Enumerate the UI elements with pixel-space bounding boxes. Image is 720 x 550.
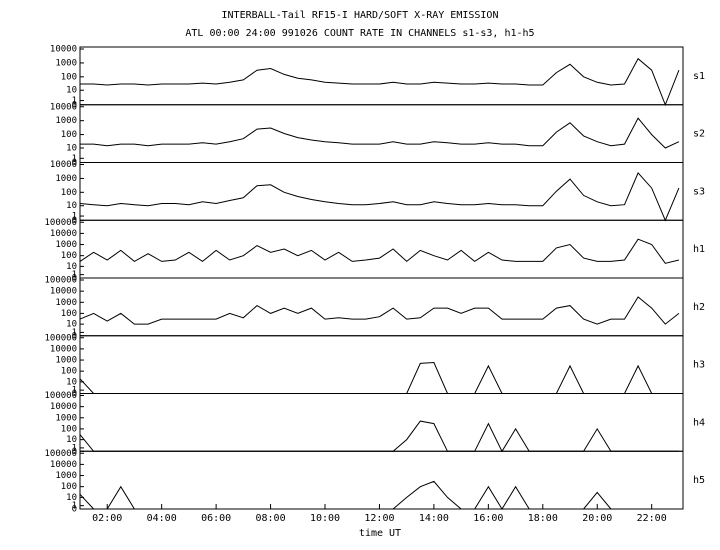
y-tick-label: 10000 — [50, 45, 77, 55]
y-tick-label: 100 — [61, 309, 77, 319]
y-tick-label: 100000 — [44, 276, 77, 286]
y-tick-label: 1000 — [55, 58, 77, 68]
panel-frame — [79, 219, 684, 279]
x-tick-label: 20:00 — [582, 513, 612, 524]
y-tick-label: 100 — [61, 482, 77, 492]
panel-name: s1 — [693, 71, 705, 82]
y-tick-label: 10 — [66, 262, 77, 272]
y-tick-label: 100000 — [44, 391, 77, 401]
x-tick-label: 18:00 — [528, 513, 558, 524]
y-tick-label: 1 — [72, 154, 77, 164]
x-tick-label: 06:00 — [201, 513, 231, 524]
x-tick-label: 16:00 — [473, 513, 503, 524]
y-tick-label: 10 — [66, 493, 77, 503]
panel-name: s2 — [693, 129, 705, 140]
panel-frame — [79, 46, 684, 106]
y-tick-label: 1 — [72, 270, 77, 280]
y-tick-label: 100 — [61, 130, 77, 140]
y-tick-label: 100 — [61, 72, 77, 82]
y-tick-label: 0 — [72, 216, 77, 226]
panel-frame — [79, 393, 684, 452]
y-tick-label: 10000 — [50, 344, 77, 354]
y-tick-label: 1000 — [55, 471, 77, 481]
panel-name: s3 — [693, 186, 705, 197]
x-tick-label: 14:00 — [419, 513, 449, 524]
y-tick-label: 10000 — [50, 287, 77, 297]
y-tick-label: 10 — [66, 201, 77, 211]
y-tick-label: 100000 — [44, 333, 77, 343]
x-tick-label: 04:00 — [147, 513, 177, 524]
panel-frame — [79, 277, 684, 337]
x-tick-label: 12:00 — [364, 513, 394, 524]
y-tick-label: 1 — [72, 501, 77, 511]
panel-frame — [79, 335, 684, 394]
y-tick-label: 0 — [72, 158, 77, 168]
x-tick-label: 08:00 — [256, 513, 286, 524]
y-tick-label: 0 — [72, 274, 77, 284]
series-line — [79, 238, 680, 264]
y-tick-label: 0 — [72, 447, 77, 457]
x-tick-label: 10:00 — [310, 513, 340, 524]
y-tick-label: 10000 — [50, 460, 77, 470]
y-tick-label: 1 — [72, 96, 77, 106]
panel-frame — [79, 104, 684, 163]
y-tick-label: 1000 — [55, 240, 77, 250]
y-tick-label: 10000 — [50, 229, 77, 239]
y-tick-label: 1000 — [55, 298, 77, 308]
y-tick-label: 10 — [66, 320, 77, 330]
y-tick-label: 100000 — [44, 449, 77, 459]
y-tick-label: 1000 — [55, 174, 77, 184]
y-tick-label: 1 — [72, 386, 77, 396]
y-tick-label: 0 — [72, 100, 77, 110]
chart-title: INTERBALL-Tail RF15-I HARD/SOFT X-RAY EM… — [222, 10, 499, 21]
panel-name: h5 — [693, 475, 705, 486]
panel-frame — [79, 450, 684, 510]
series-line — [80, 57, 680, 107]
x-tick-label: 22:00 — [637, 513, 667, 524]
y-tick-label: 10 — [66, 435, 77, 445]
chart-subtitle: ATL 00:00 24:00 991026 COUNT RATE IN CHA… — [185, 28, 534, 39]
y-tick-label: 1 — [72, 212, 77, 222]
y-tick-label: 10 — [66, 86, 77, 96]
y-tick-label: 10000 — [50, 160, 77, 170]
y-tick-label: 100 — [61, 367, 77, 377]
x-tick-label: 02:00 — [92, 513, 122, 524]
y-tick-label: 0 — [72, 389, 77, 399]
panel-frame — [79, 162, 684, 221]
series-line — [79, 420, 679, 453]
y-tick-label: 1000 — [55, 356, 77, 366]
y-tick-label: 10000 — [50, 402, 77, 412]
series-line — [79, 361, 679, 394]
y-tick-label: 10 — [66, 377, 77, 387]
series-line — [79, 171, 680, 222]
panel-name: h4 — [693, 417, 705, 428]
x-axis-label: time UT — [359, 528, 401, 539]
y-tick-label: 10000 — [50, 102, 77, 112]
y-tick-label: 1000 — [55, 116, 77, 126]
panel-name: h3 — [693, 360, 705, 371]
y-tick-label: 100000 — [44, 218, 77, 228]
series-line — [79, 296, 680, 325]
y-tick-label: 0 — [72, 331, 77, 341]
y-tick-label: 100 — [61, 251, 77, 261]
y-tick-label: 1 — [72, 443, 77, 453]
panel-name: h2 — [693, 302, 705, 313]
y-tick-label: 10 — [66, 143, 77, 153]
series-line — [80, 117, 680, 149]
panel-name: h1 — [693, 244, 705, 255]
y-tick-label: 1 — [72, 328, 77, 338]
y-tick-label: 0 — [72, 505, 77, 515]
y-tick-label: 100 — [61, 424, 77, 434]
y-tick-label: 1000 — [55, 413, 77, 423]
y-tick-label: 100 — [61, 188, 77, 198]
